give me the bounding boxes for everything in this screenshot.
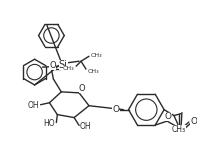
Text: OH: OH xyxy=(28,101,40,110)
Text: O: O xyxy=(112,105,119,114)
Text: CH₃: CH₃ xyxy=(172,125,186,134)
Text: O: O xyxy=(164,112,172,121)
Text: O: O xyxy=(49,61,56,70)
Text: OH: OH xyxy=(80,122,92,131)
Text: CH₃: CH₃ xyxy=(62,66,74,71)
Text: Si: Si xyxy=(59,60,68,70)
Text: O: O xyxy=(190,117,197,126)
Text: CH₃: CH₃ xyxy=(88,69,100,74)
Text: O: O xyxy=(79,84,85,93)
Text: CH₃: CH₃ xyxy=(91,53,103,58)
Text: HO: HO xyxy=(44,119,55,128)
